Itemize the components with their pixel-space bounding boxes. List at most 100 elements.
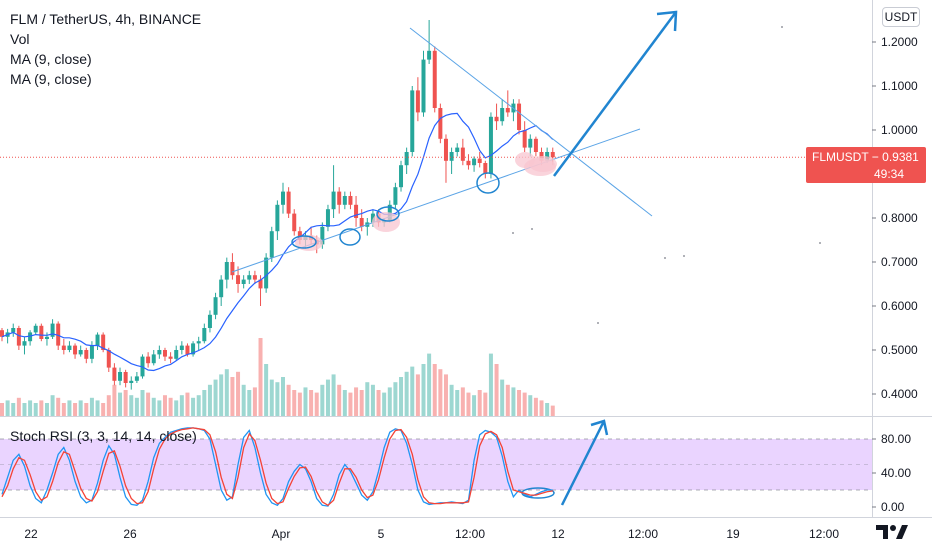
volume-bar	[443, 374, 448, 416]
volume-bar	[297, 392, 302, 416]
candle-body	[533, 138, 538, 152]
candle-body	[95, 334, 100, 346]
candle-body	[443, 138, 448, 161]
candle-body	[112, 367, 117, 381]
candle-body	[16, 328, 21, 346]
currency-button[interactable]: USDT	[882, 7, 920, 27]
candle-body	[292, 213, 297, 232]
stray-dot	[664, 257, 666, 259]
candle-body	[168, 356, 173, 359]
candle-body	[230, 262, 235, 276]
candle-body	[275, 204, 280, 232]
time-axis[interactable]: 22 26 Apr 5 12:00 12 12:00 19 12:00	[24, 527, 839, 541]
breakout-arrow-shaft	[552, 11, 678, 177]
volume-bar	[410, 366, 415, 416]
time-tick-label: 12:00	[628, 527, 658, 541]
volume-bar	[123, 390, 128, 416]
candle-body	[404, 152, 409, 166]
price-axis[interactable]: 1.20001.10001.00000.90000.80000.70000.60…	[872, 35, 918, 514]
candle-body	[281, 191, 285, 205]
symbol-title[interactable]: FLM / TetherUS, 4h, BINANCE	[10, 11, 202, 27]
volume-bar	[477, 390, 482, 416]
candle-body	[438, 108, 443, 139]
volume-bar	[33, 403, 38, 416]
volume-bar	[196, 395, 201, 416]
volume-bar	[95, 400, 100, 416]
volume-bar	[370, 384, 375, 416]
candle-body	[415, 90, 420, 113]
stoch-band-fill	[0, 439, 872, 490]
price-tick-label: 0.8000	[881, 211, 918, 225]
volume-bar	[427, 353, 432, 416]
candle-body	[359, 218, 364, 227]
price-tick-label: 0.7000	[881, 255, 918, 269]
candle-body	[337, 191, 342, 205]
vol-legend[interactable]: Vol	[10, 31, 30, 47]
volume-bar	[494, 364, 499, 416]
candle-body	[39, 325, 44, 339]
volume-bar	[528, 395, 533, 416]
candle-body	[354, 204, 359, 218]
volume-bar	[258, 338, 263, 416]
volume-bar	[0, 403, 4, 416]
highlight-ellipse	[372, 212, 400, 232]
volume-bar	[129, 395, 134, 416]
volume-bar	[382, 392, 387, 416]
volume-bar	[466, 392, 471, 416]
candle-body	[174, 350, 179, 359]
highlight-ellipse	[529, 156, 557, 172]
candle-body	[320, 226, 325, 245]
volume-bar	[140, 390, 145, 416]
candle-body	[455, 147, 460, 152]
volume-bar	[331, 374, 336, 416]
ma-legend-1[interactable]: MA (9, close)	[10, 51, 92, 67]
volume-bar	[56, 397, 61, 416]
volume-bar	[67, 400, 72, 416]
volume-bar	[247, 390, 252, 416]
candle-body	[236, 275, 241, 284]
candle-body	[84, 350, 89, 359]
candle-body	[399, 165, 404, 188]
trendline-drawings[interactable]	[231, 10, 821, 506]
candle-body	[505, 108, 510, 113]
price-tick-label: 1.1000	[881, 79, 918, 93]
candle-body	[286, 191, 291, 214]
candle-body	[179, 345, 184, 350]
tradingview-logo-icon[interactable]	[872, 519, 912, 545]
volume-bar	[50, 395, 55, 416]
time-tick-label: 22	[24, 527, 38, 541]
candle-body	[129, 380, 134, 383]
candle-body	[202, 328, 207, 342]
volume-bar	[61, 403, 66, 416]
circled-low	[339, 228, 361, 246]
candle-body	[483, 163, 488, 174]
volume-bars	[0, 338, 555, 416]
circled-low	[291, 235, 317, 249]
candle-body	[488, 116, 493, 174]
volume-bar	[415, 374, 420, 416]
volume-bar	[73, 403, 78, 416]
candle-body	[500, 108, 505, 122]
candle-body	[118, 372, 123, 381]
candle-body	[432, 50, 437, 108]
volume-bar	[404, 371, 409, 416]
volume-bar	[292, 390, 297, 416]
volume-bar	[112, 384, 117, 416]
volume-bar	[224, 369, 229, 416]
candle-body	[449, 152, 454, 161]
volume-bar	[472, 395, 477, 416]
volume-bar	[89, 397, 94, 416]
price-separator: −	[871, 150, 879, 164]
volume-bar	[438, 369, 443, 416]
candle-body	[331, 191, 336, 210]
stoch-rsi-legend[interactable]: Stoch RSI (3, 3, 14, 14, close)	[10, 428, 197, 444]
volume-bar	[483, 392, 488, 416]
price-tick-label: 0.5000	[881, 343, 918, 357]
volume-bar	[241, 384, 246, 416]
candle-body	[146, 356, 151, 364]
time-tick-label: 19	[726, 527, 740, 541]
volume-bar	[207, 384, 212, 416]
ma-legend-2[interactable]: MA (9, close)	[10, 71, 92, 87]
volume-bar	[179, 395, 184, 416]
